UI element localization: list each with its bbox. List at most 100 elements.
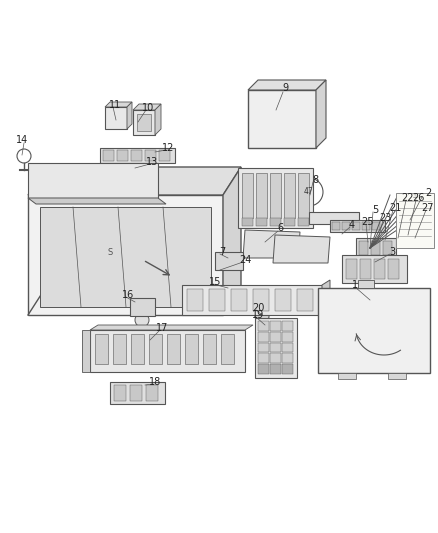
Bar: [248, 90, 316, 148]
Polygon shape: [155, 104, 161, 135]
Circle shape: [48, 174, 60, 186]
Bar: [282, 353, 293, 363]
Polygon shape: [127, 102, 132, 129]
Bar: [284, 218, 295, 226]
Bar: [270, 343, 281, 352]
Text: 13: 13: [146, 157, 158, 167]
Bar: [146, 385, 158, 401]
Bar: [130, 298, 155, 316]
Text: 47: 47: [304, 188, 314, 197]
Bar: [275, 289, 291, 311]
Bar: [297, 289, 313, 311]
Circle shape: [60, 240, 100, 280]
Bar: [356, 238, 396, 258]
Bar: [258, 364, 269, 374]
Text: 24: 24: [239, 255, 251, 265]
Circle shape: [135, 313, 149, 327]
Bar: [105, 107, 127, 129]
Bar: [330, 220, 385, 232]
Bar: [167, 334, 180, 364]
Bar: [187, 289, 203, 311]
Bar: [346, 259, 357, 279]
Bar: [258, 353, 269, 363]
Text: 19: 19: [252, 310, 264, 320]
Bar: [338, 373, 356, 379]
Circle shape: [312, 215, 318, 221]
Text: 5: 5: [372, 205, 378, 215]
Bar: [253, 289, 269, 311]
Bar: [95, 334, 108, 364]
Polygon shape: [40, 207, 211, 307]
Text: 14: 14: [16, 135, 28, 145]
Circle shape: [332, 215, 338, 221]
Text: 18: 18: [149, 377, 161, 387]
Polygon shape: [28, 198, 166, 204]
Bar: [209, 289, 225, 311]
Bar: [231, 289, 247, 311]
Bar: [371, 241, 380, 255]
Bar: [185, 334, 198, 364]
Bar: [318, 288, 430, 373]
Bar: [114, 385, 126, 401]
Text: 10: 10: [142, 103, 154, 113]
Bar: [242, 218, 253, 226]
Circle shape: [112, 174, 124, 186]
Polygon shape: [28, 167, 241, 195]
Bar: [221, 334, 234, 364]
Bar: [282, 364, 293, 374]
Bar: [359, 241, 368, 255]
Bar: [131, 334, 144, 364]
Polygon shape: [223, 167, 241, 315]
Polygon shape: [316, 80, 326, 148]
Bar: [100, 148, 175, 163]
Circle shape: [322, 215, 328, 221]
Circle shape: [295, 178, 323, 206]
Bar: [113, 334, 126, 364]
Text: S: S: [108, 248, 113, 257]
Circle shape: [144, 174, 156, 186]
Bar: [242, 173, 253, 218]
Bar: [298, 173, 309, 218]
Bar: [238, 168, 313, 228]
Bar: [282, 332, 293, 342]
Bar: [352, 222, 360, 230]
Bar: [342, 255, 407, 283]
Bar: [284, 173, 295, 218]
Circle shape: [255, 309, 269, 323]
Polygon shape: [28, 195, 223, 315]
Bar: [298, 218, 309, 226]
Bar: [362, 222, 370, 230]
Bar: [82, 330, 90, 372]
Bar: [256, 218, 267, 226]
Bar: [358, 280, 374, 288]
Text: 17: 17: [156, 323, 168, 333]
Bar: [396, 193, 434, 248]
Bar: [270, 353, 281, 363]
Bar: [270, 173, 281, 218]
Text: 4: 4: [349, 220, 355, 230]
Text: 2: 2: [425, 188, 431, 198]
Bar: [342, 222, 350, 230]
Polygon shape: [90, 325, 253, 330]
Bar: [133, 110, 155, 135]
Text: 11: 11: [109, 100, 121, 110]
Polygon shape: [273, 235, 330, 263]
Bar: [270, 364, 281, 374]
Bar: [256, 173, 267, 218]
Bar: [383, 241, 392, 255]
Text: 8: 8: [312, 175, 318, 185]
Bar: [203, 334, 216, 364]
Polygon shape: [248, 80, 326, 90]
Bar: [103, 150, 114, 161]
Circle shape: [128, 174, 140, 186]
Bar: [374, 259, 385, 279]
Text: 22: 22: [402, 193, 414, 203]
Bar: [332, 222, 340, 230]
Bar: [130, 385, 142, 401]
Bar: [388, 259, 399, 279]
Bar: [110, 382, 165, 404]
Bar: [149, 334, 162, 364]
Circle shape: [96, 174, 108, 186]
Bar: [28, 163, 158, 198]
Text: 16: 16: [122, 290, 134, 300]
